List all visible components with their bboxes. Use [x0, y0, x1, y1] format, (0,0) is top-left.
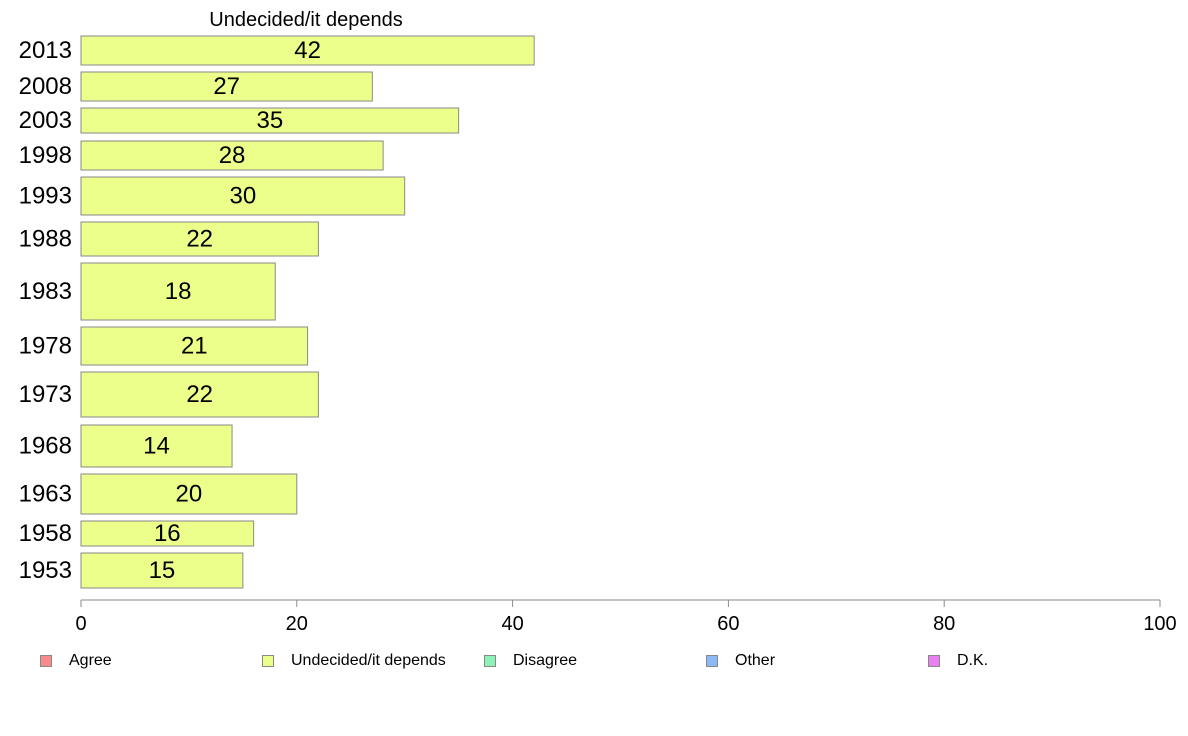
bar-value-label: 27 [213, 73, 240, 100]
legend-label-dk: D.K. [957, 652, 989, 669]
bar-value-label: 21 [181, 333, 208, 360]
y-tick-label: 1953 [19, 557, 72, 584]
bar-2008 [80, 71, 373, 102]
bar-1998 [80, 140, 384, 171]
bar-1958 [80, 520, 255, 547]
bar-1993 [80, 176, 406, 216]
bar-1968 [80, 424, 233, 468]
bar-value-label: 22 [186, 226, 213, 253]
x-tick-label: 0 [75, 613, 86, 635]
bar-value-label: 42 [294, 37, 321, 64]
legend-item-disagree: Disagree [484, 652, 577, 670]
bar-value-label: 18 [165, 278, 192, 305]
legend-label-disagree: Disagree [513, 652, 578, 669]
legend-item-other: Other [706, 652, 775, 670]
x-axis: 0 20 40 60 80 100 [75, 599, 1177, 635]
bar-value-label: 22 [186, 381, 213, 408]
bar-value-label: 20 [176, 481, 203, 508]
y-tick-label: 1978 [19, 333, 72, 360]
x-tick-label: 40 [501, 613, 523, 635]
y-tick-label: 2003 [19, 107, 72, 134]
legend-item-undecided: Undecided/it depends [262, 652, 446, 670]
legend-swatch-agree [40, 655, 52, 667]
legend-item-dk: D.K. [928, 652, 988, 670]
y-tick-label: 1983 [19, 278, 72, 305]
bar-1988 [80, 221, 319, 257]
y-tick-label: 1993 [19, 183, 72, 210]
bar-value-label: 16 [154, 520, 181, 547]
bar-value-label: 28 [219, 142, 246, 169]
legend-swatch-disagree [484, 655, 496, 667]
bar-1953 [80, 552, 244, 589]
bar-group: 42 2013 27 2008 35 2003 28 1998 30 1993 22 1988 18 19… [19, 35, 535, 589]
chart-title: Undecided/it depends [209, 9, 402, 31]
y-tick-label: 1988 [19, 226, 72, 253]
bar-1978 [80, 326, 309, 366]
y-tick-label: 1963 [19, 481, 72, 508]
legend-label-undecided: Undecided/it depends [291, 652, 446, 669]
x-tick-label: 80 [933, 613, 955, 635]
y-tick-label: 1968 [19, 433, 72, 460]
bar-2013 [80, 35, 535, 66]
bar-1973 [80, 371, 319, 418]
y-tick-label: 1998 [19, 142, 72, 169]
y-tick-label: 1973 [19, 381, 72, 408]
bar-value-label: 14 [143, 433, 170, 460]
bar-value-label: 15 [149, 557, 176, 584]
legend-label-agree: Agree [69, 652, 112, 669]
x-tick-label: 100 [1143, 613, 1176, 635]
y-tick-label: 2008 [19, 73, 72, 100]
bar-2003 [80, 107, 460, 134]
y-tick-label: 1958 [19, 520, 72, 547]
bar-value-label: 30 [229, 183, 256, 210]
legend-swatch-dk [928, 655, 940, 667]
legend-swatch-other [706, 655, 718, 667]
bar-1983 [80, 262, 276, 321]
y-tick-label: 2013 [19, 37, 72, 64]
x-tick-label: 60 [717, 613, 739, 635]
legend-label-other: Other [735, 652, 776, 669]
legend: Agree Undecided/it depends Disagree Othe… [0, 652, 1188, 674]
legend-item-agree: Agree [40, 652, 112, 670]
bar-value-label: 35 [256, 107, 283, 134]
x-tick-label: 20 [286, 613, 308, 635]
legend-swatch-undecided [262, 655, 274, 667]
bar-1963 [80, 473, 298, 515]
